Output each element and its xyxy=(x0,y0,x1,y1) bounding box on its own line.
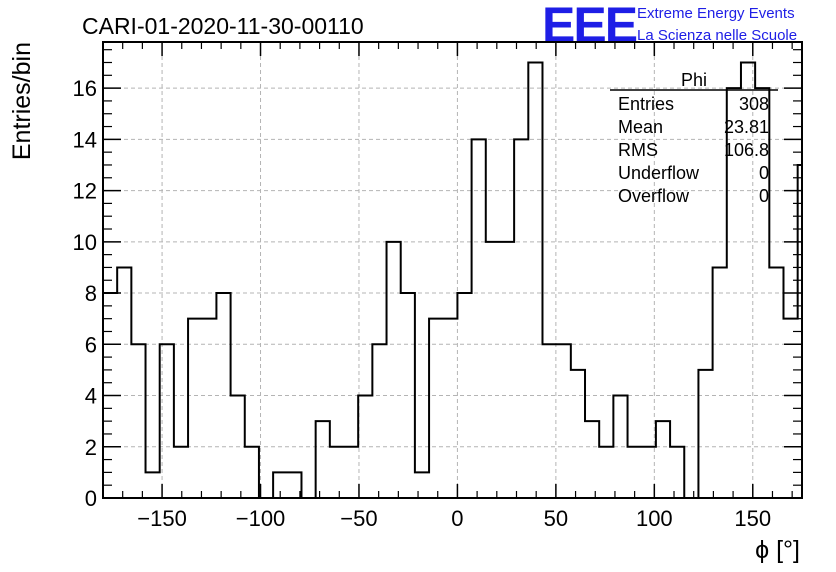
histogram-bin xyxy=(330,447,344,498)
histogram-bin xyxy=(316,421,330,498)
y-axis-ticks: 0 2 4 6 8 10 12 14 16 xyxy=(73,49,802,511)
y-tick-label: 10 xyxy=(73,230,97,255)
x-tick-label: −50 xyxy=(340,506,377,531)
y-tick-label: 14 xyxy=(73,127,97,152)
stats-row-value: 0 xyxy=(759,163,769,183)
x-tick-label: 0 xyxy=(451,506,463,531)
y-tick-label: 4 xyxy=(85,384,97,409)
histogram-bin xyxy=(542,344,556,498)
y-tick-label: 6 xyxy=(85,332,97,357)
y-tick-label: 0 xyxy=(85,486,97,511)
histogram-bin xyxy=(457,293,471,498)
histogram-bin xyxy=(344,447,358,498)
eee-logo-line1: Extreme Energy Events xyxy=(637,5,795,22)
x-tick-label: −150 xyxy=(137,506,187,531)
histogram-bin xyxy=(472,139,486,498)
stats-row-label: RMS xyxy=(618,140,658,160)
histogram-bin xyxy=(174,447,188,498)
histogram-bin xyxy=(401,293,415,498)
y-tick-label: 16 xyxy=(73,76,97,101)
histogram-bin xyxy=(160,344,174,498)
histogram-bin xyxy=(528,62,542,498)
histogram-bin xyxy=(131,344,145,498)
stats-row-label: Entries xyxy=(618,94,674,114)
histogram-bin xyxy=(557,344,571,498)
histogram-bin xyxy=(387,242,401,498)
stats-row-label: Overflow xyxy=(618,186,690,206)
histogram-bin xyxy=(628,447,642,498)
histogram-bin xyxy=(670,447,684,498)
histogram-bin xyxy=(613,396,627,498)
histogram-bin xyxy=(358,396,372,498)
histogram-bin xyxy=(486,242,500,498)
histogram-bin xyxy=(117,267,131,498)
histogram-bin xyxy=(188,319,202,498)
chart-title: CARI-01-2020-11-30-00110 xyxy=(82,13,364,39)
stats-box-rows: Entries 308 Mean 23.81 RMS 106.8 Underflow 0 Ove… xyxy=(618,94,769,206)
plot-frame xyxy=(102,41,803,499)
y-tick-label: 2 xyxy=(85,435,97,460)
stats-row-value: 106.8 xyxy=(724,140,769,160)
histogram-bin xyxy=(599,447,613,498)
histogram-bin xyxy=(571,370,585,498)
histogram-bin xyxy=(585,421,599,498)
x-tick-label: 100 xyxy=(636,506,673,531)
x-axis-ticks: −150 −100 −50 0 50 100 150 xyxy=(102,42,793,531)
stats-row-value: 308 xyxy=(739,94,769,114)
stats-row-label: Mean xyxy=(618,117,663,137)
histogram-bin xyxy=(698,370,712,498)
histogram-outline xyxy=(103,61,802,499)
histogram-bin xyxy=(769,267,783,498)
histogram-bin xyxy=(514,139,528,498)
stats-box: Phi Entries 308 Mean 23.81 RMS 106.8 Underflow… xyxy=(610,70,778,206)
stats-row-value: 23.81 xyxy=(724,117,769,137)
x-axis-label: ϕ [°] xyxy=(755,536,800,564)
histogram-bin xyxy=(146,472,160,498)
eee-logo-text: EEE xyxy=(542,0,637,53)
histogram-bin xyxy=(415,472,429,498)
histogram-bin xyxy=(443,319,457,498)
histogram-bin xyxy=(216,293,230,498)
histogram-bin xyxy=(245,447,259,498)
histogram-bin xyxy=(372,344,386,498)
y-tick-label: 8 xyxy=(85,281,97,306)
eee-logo-line2: La Scienza nelle Scuole xyxy=(637,27,797,44)
y-tick-label: 12 xyxy=(73,179,97,204)
histogram-bin xyxy=(202,319,216,498)
histogram-bin xyxy=(429,319,443,498)
stats-row-label: Underflow xyxy=(618,163,700,183)
x-tick-label: −100 xyxy=(236,506,286,531)
stats-row-value: 0 xyxy=(759,186,769,206)
histogram-bin xyxy=(656,421,670,498)
x-tick-label: 150 xyxy=(734,506,771,531)
histogram-bin xyxy=(231,396,245,498)
histogram-bin xyxy=(713,267,727,498)
y-axis-label: Entries/bin xyxy=(8,42,36,160)
stats-box-title: Phi xyxy=(681,70,707,90)
x-tick-label: 50 xyxy=(544,506,568,531)
histogram-bin xyxy=(500,242,514,498)
eee-logo: EEE Extreme Energy Events La Scienza nel… xyxy=(542,0,797,53)
